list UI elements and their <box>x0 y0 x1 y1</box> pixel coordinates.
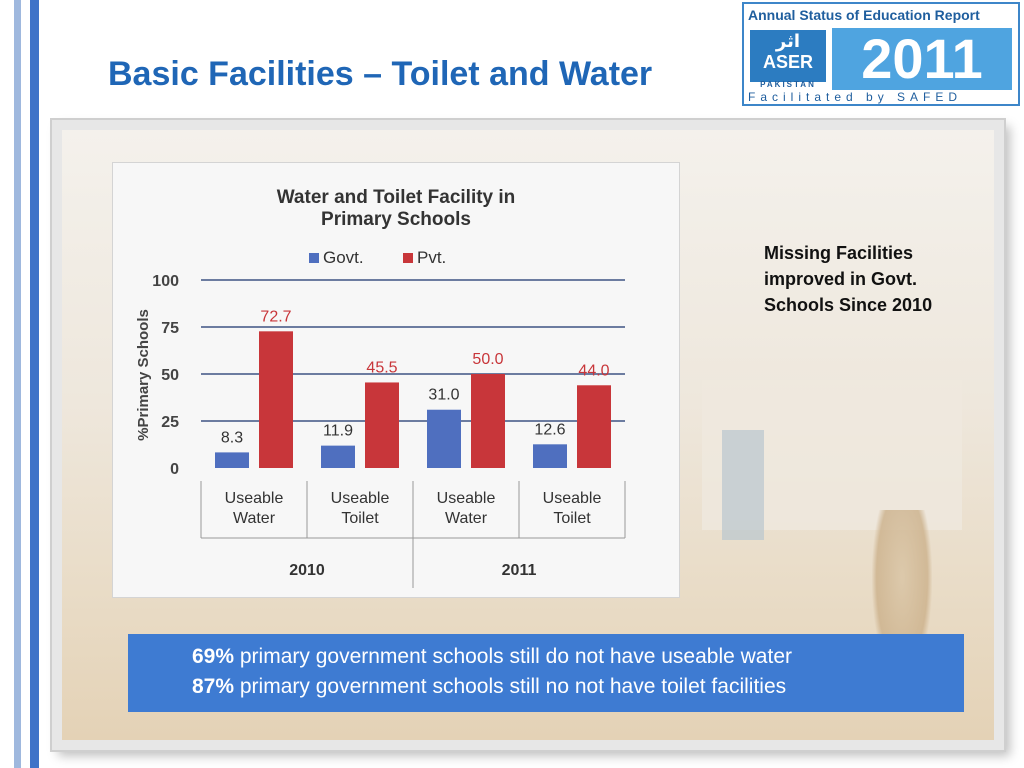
data-label: 11.9 <box>323 423 353 440</box>
logo-aser-block: اثر ASER <box>750 30 826 82</box>
y-tick-label: 0 <box>170 461 179 478</box>
bar-govt <box>533 444 567 468</box>
photo-door <box>722 430 764 540</box>
bar-pvt <box>365 382 399 468</box>
category-label: Useable <box>543 490 602 507</box>
chart-panel: Water and Toilet Facility in Primary Scho… <box>112 162 680 598</box>
slide-title: Basic Facilities – Toilet and Water <box>108 55 653 93</box>
stat-text: primary government schools still no not … <box>239 675 787 698</box>
category-label: Useable <box>437 490 496 507</box>
bar-govt <box>427 409 461 468</box>
left-stripe-dark <box>30 0 39 768</box>
side-note: Missing Facilities improved in Govt. Sch… <box>764 243 933 315</box>
data-label: 45.5 <box>366 359 397 376</box>
data-label: 50.0 <box>472 351 503 368</box>
y-tick-label: 75 <box>161 320 179 337</box>
logo-brand: ASER <box>762 52 813 72</box>
category-label: Useable <box>331 490 390 507</box>
stat-value: 69% <box>192 645 235 668</box>
data-label: 72.7 <box>260 308 291 325</box>
y-tick-label: 25 <box>161 414 179 431</box>
stat-text: primary government schools still do not … <box>239 645 792 668</box>
data-label: 31.0 <box>428 387 459 404</box>
bar-pvt <box>471 374 505 468</box>
logo-urdu-text: اثر <box>775 31 801 51</box>
category-label: Toilet <box>553 510 591 527</box>
stats-box: 69% primary government schools still do … <box>128 634 964 712</box>
group-label: 2010 <box>289 562 325 579</box>
legend-swatch <box>403 253 413 263</box>
left-stripe-light <box>14 0 21 768</box>
legend-label: Govt. <box>323 248 364 267</box>
logo-year: 2011 <box>832 28 1012 90</box>
category-label: Water <box>233 510 276 527</box>
group-label: 2011 <box>502 562 537 579</box>
stat-line-toilet: 87% primary government schools still no … <box>192 672 964 702</box>
chart-title-line: Water and Toilet Facility in <box>277 187 516 208</box>
category-label: Useable <box>225 490 284 507</box>
category-label: Toilet <box>341 510 379 527</box>
bar-govt <box>215 452 249 468</box>
y-tick-label: 50 <box>161 367 179 384</box>
data-label: 8.3 <box>221 429 243 446</box>
aser-logo: Annual Status of Education Report اثر AS… <box>742 2 1020 106</box>
legend-label: Pvt. <box>417 248 446 267</box>
data-label: 44.0 <box>578 362 609 379</box>
y-tick-label: 100 <box>152 273 179 290</box>
data-label: 12.6 <box>534 421 565 438</box>
y-axis-label: %Primary Schools <box>135 309 152 441</box>
logo-facilitated: Facilitated by SAFED <box>748 90 963 104</box>
legend-swatch <box>309 253 319 263</box>
category-label: Water <box>445 510 488 527</box>
stat-value: 87% <box>192 675 235 698</box>
logo-country: PAKISTAN <box>760 80 816 89</box>
bar-pvt <box>259 331 293 468</box>
stat-line-water: 69% primary government schools still do … <box>192 642 964 672</box>
logo-top-text: Annual Status of Education Report <box>748 7 980 23</box>
chart-title-line: Primary Schools <box>321 209 471 230</box>
bar-govt <box>321 445 355 468</box>
bar-pvt <box>577 385 611 468</box>
